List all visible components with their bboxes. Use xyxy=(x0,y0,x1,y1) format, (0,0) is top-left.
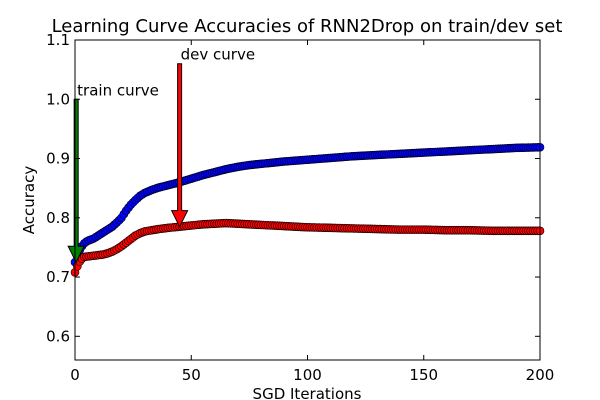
y-tick-label: 0.7 xyxy=(46,268,70,286)
y-tick-label: 1.1 xyxy=(46,31,70,49)
x-tick-label: 0 xyxy=(70,366,80,384)
y-axis-label: Accuracy xyxy=(20,166,38,235)
annotation-arrow-shape xyxy=(67,98,85,264)
x-tick-label: 50 xyxy=(182,366,201,384)
annotation-arrow-1: train curve xyxy=(67,81,159,264)
chart-title: Learning Curve Accuracies of RNN2Drop on… xyxy=(52,16,563,37)
y-tick-label: 0.6 xyxy=(46,327,70,345)
annotation-label: dev curve xyxy=(181,46,255,64)
x-tick-label: 100 xyxy=(293,366,322,384)
annotation-label: train curve xyxy=(77,81,159,99)
y-tick-label: 0.8 xyxy=(46,209,70,227)
annotation-arrow-2: dev curve xyxy=(170,46,255,228)
annotation-arrow-shape xyxy=(170,63,189,228)
x-tick-label: 150 xyxy=(409,366,438,384)
annotation-layer: train curve dev curve xyxy=(67,46,255,264)
plot-area xyxy=(75,40,540,360)
x-axis-label: SGD Iterations xyxy=(253,385,362,400)
series-2 xyxy=(70,218,545,277)
y-tick-label: 0.9 xyxy=(46,150,70,168)
tick-layer: 0 50 100 150 200 0.6 0.7 0.8 0.9 1.0 1.1 xyxy=(46,31,554,384)
x-tick-label: 200 xyxy=(526,366,555,384)
y-tick-label: 1.0 xyxy=(46,90,70,108)
